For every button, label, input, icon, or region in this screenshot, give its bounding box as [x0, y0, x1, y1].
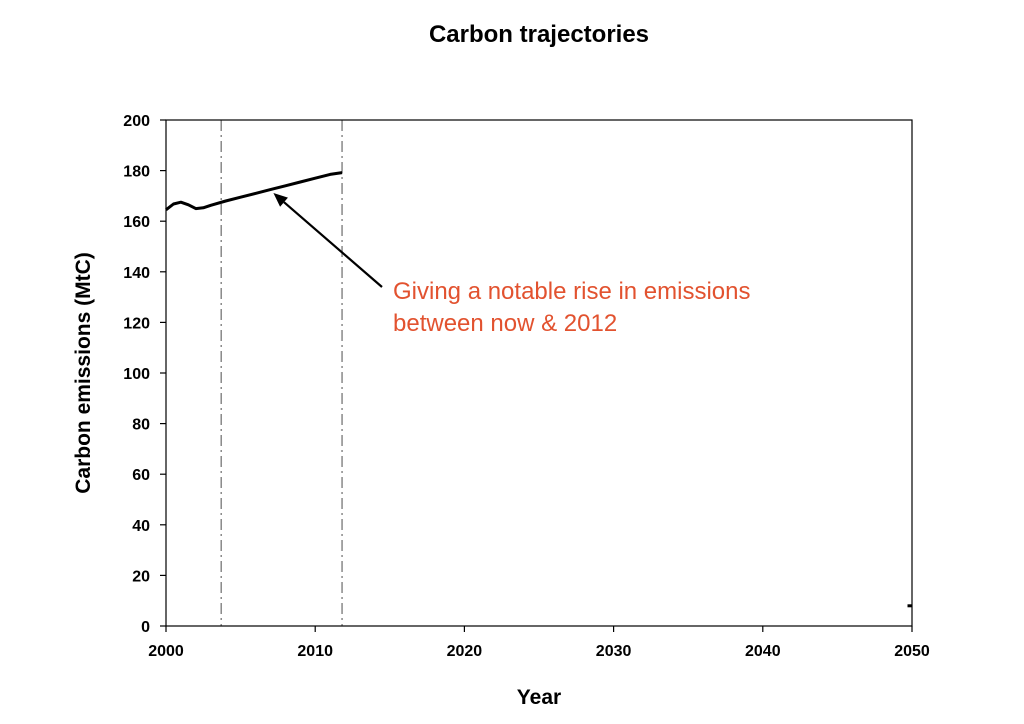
y-tick-label: 140 [123, 265, 150, 282]
y-tick-label: 100 [123, 366, 150, 383]
y-tick-label: 120 [123, 315, 150, 332]
x-tick-label: 2000 [148, 643, 184, 660]
x-axis-label: Year [517, 686, 561, 709]
x-tick-label: 2020 [447, 643, 483, 660]
reference-lines [220, 120, 343, 626]
series-layer [165, 171, 912, 608]
annotation-text-line-2: between now & 2012 [393, 310, 617, 337]
y-tick-label: 60 [132, 467, 150, 484]
annotation-text-line-1: Giving a notable rise in emissions [393, 278, 751, 305]
y-tick-label: 200 [123, 113, 150, 130]
x-tick-label: 2040 [745, 643, 781, 660]
x-tick-label: 2030 [596, 643, 632, 660]
y-tick-label: 160 [123, 214, 150, 231]
x-tick-label: 2010 [297, 643, 333, 660]
annotation-arrowhead [273, 193, 288, 207]
y-tick-label: 40 [132, 518, 150, 535]
chart-title: Carbon trajectories [429, 21, 649, 48]
y-tick-label: 80 [132, 417, 150, 434]
y-tick-label: 20 [132, 568, 150, 585]
annotation-arrow [283, 201, 383, 288]
x-axis: 2000 2010 2020 2030 2040 2050 [148, 626, 930, 660]
x-tick-label: 2050 [894, 643, 930, 660]
y-axis: 0 20 40 60 80 100 120 140 160 180 200 [123, 113, 166, 636]
y-tick-label: 180 [123, 164, 150, 181]
series-line-1 [165, 171, 343, 211]
y-tick-label: 0 [141, 619, 150, 636]
y-axis-label: Carbon emissions (MtC) [72, 252, 95, 494]
annotation: Giving a notable rise in emissions betwe… [273, 193, 751, 337]
